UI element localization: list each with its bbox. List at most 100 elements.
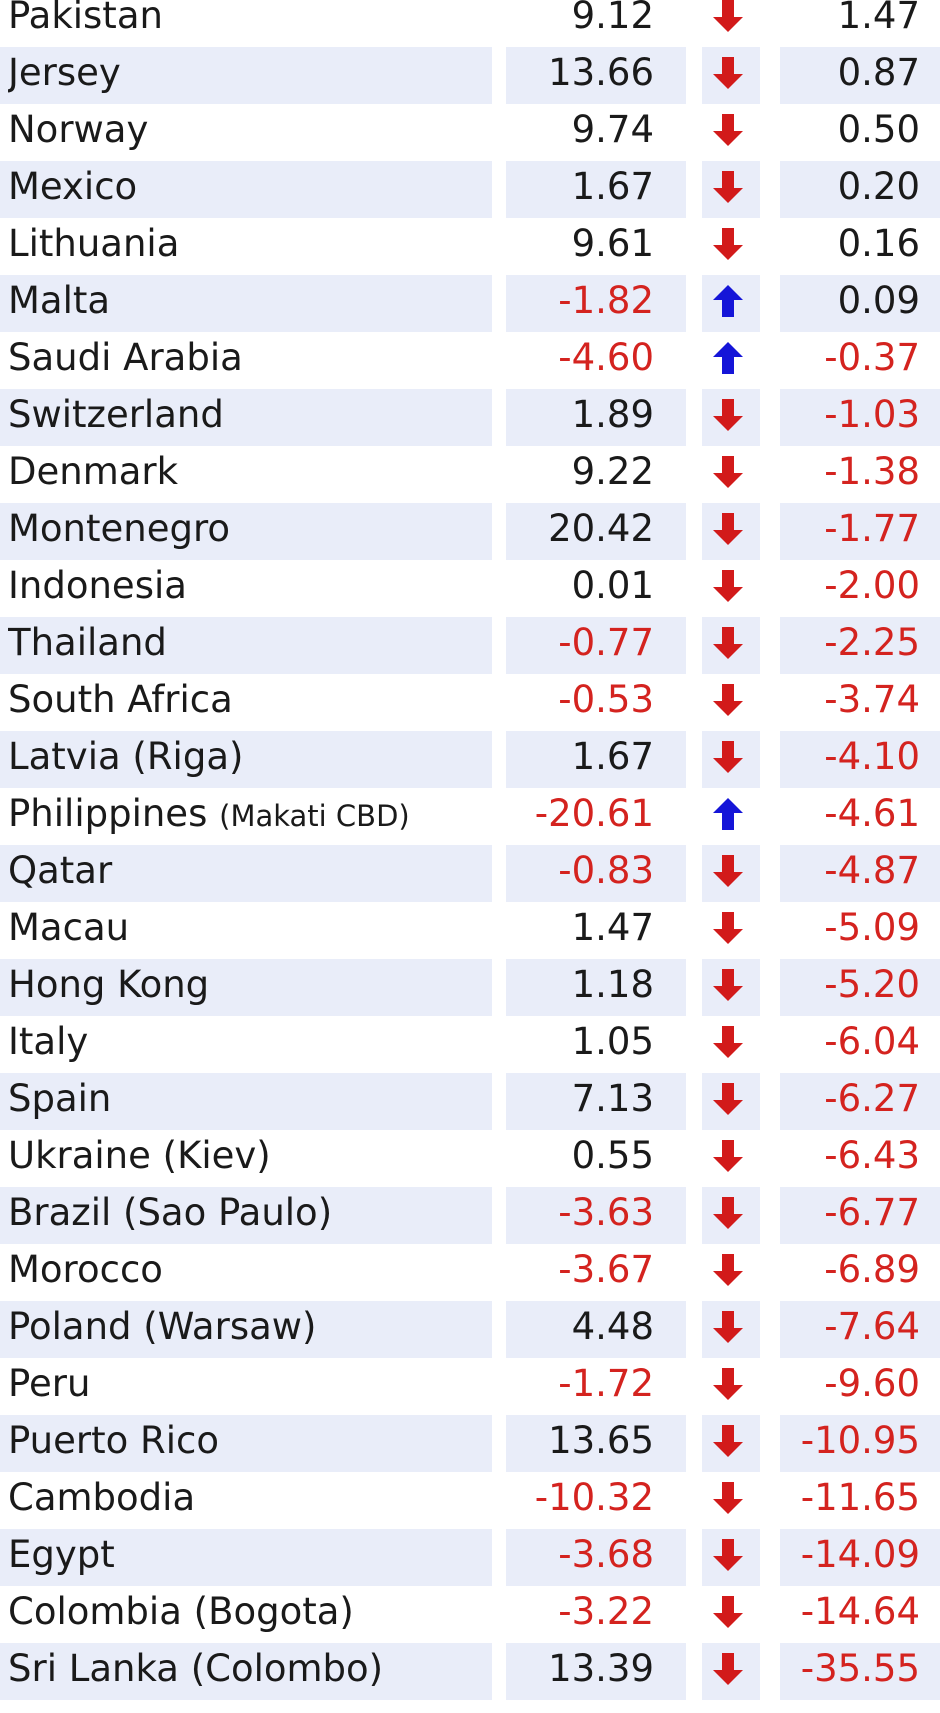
row-shade bbox=[780, 1073, 940, 1130]
country-name: Ukraine (Kiev) bbox=[8, 1130, 488, 1182]
value-2: 0.50 bbox=[837, 108, 920, 151]
table-row: Jersey 13.66 0.87 bbox=[0, 47, 940, 104]
value-1: -0.77 bbox=[558, 621, 654, 664]
value-2: -14.09 bbox=[800, 1533, 920, 1576]
table-row: Malta -1.82 0.09 bbox=[0, 275, 940, 332]
country-label: Morocco bbox=[8, 1248, 163, 1291]
country-label: Denmark bbox=[8, 450, 179, 493]
country-label: Pakistan bbox=[8, 0, 163, 37]
table-row: Colombia (Bogota) -3.22 -14.64 bbox=[0, 1586, 940, 1643]
value-1: 4.48 bbox=[571, 1305, 654, 1348]
arrow-down-icon bbox=[713, 399, 743, 431]
country-label: Colombia (Bogota) bbox=[8, 1590, 354, 1633]
value-1: 1.18 bbox=[571, 963, 654, 1006]
country-label: Macau bbox=[8, 906, 130, 949]
value-1: -3.22 bbox=[558, 1590, 654, 1633]
row-shade bbox=[506, 959, 686, 1016]
table-row: Egypt -3.68 -14.09 bbox=[0, 1529, 940, 1586]
arrow-up-icon bbox=[713, 798, 743, 830]
row-shade bbox=[0, 47, 492, 104]
country-name: Colombia (Bogota) bbox=[8, 1586, 488, 1638]
value-1: 13.65 bbox=[548, 1419, 654, 1462]
value-2: 0.20 bbox=[837, 165, 920, 208]
value-2: -10.95 bbox=[800, 1419, 920, 1462]
table-row: Mexico 1.67 0.20 bbox=[0, 161, 940, 218]
value-1: 7.13 bbox=[571, 1077, 654, 1120]
table-row: Peru -1.72 -9.60 bbox=[0, 1358, 940, 1415]
table-row: Indonesia 0.01 -2.00 bbox=[0, 560, 940, 617]
arrow-down-icon bbox=[713, 570, 743, 602]
country-label: Latvia (Riga) bbox=[8, 735, 244, 778]
table-row: Philippines (Makati CBD) -20.61 -4.61 bbox=[0, 788, 940, 845]
value-1: 1.05 bbox=[571, 1020, 654, 1063]
row-shade bbox=[0, 1187, 492, 1244]
table-row: Italy 1.05 -6.04 bbox=[0, 1016, 940, 1073]
value-2: -1.03 bbox=[824, 393, 920, 436]
country-label: Poland (Warsaw) bbox=[8, 1305, 317, 1348]
country-name: South Africa bbox=[8, 674, 488, 726]
country-name: Brazil (Sao Paulo) bbox=[8, 1187, 488, 1239]
country-name: Norway bbox=[8, 104, 488, 156]
arrow-down-icon bbox=[713, 1539, 743, 1571]
value-2: -5.20 bbox=[824, 963, 920, 1006]
arrow-down-icon bbox=[713, 114, 743, 146]
country-label: Indonesia bbox=[8, 564, 187, 607]
country-sublabel: (Makati CBD) bbox=[219, 799, 410, 833]
value-1: 20.42 bbox=[548, 507, 654, 550]
value-1: 0.01 bbox=[571, 564, 654, 607]
value-1: 1.47 bbox=[571, 906, 654, 949]
value-1: -0.53 bbox=[558, 678, 654, 721]
value-2: -5.09 bbox=[824, 906, 920, 949]
value-1: -3.67 bbox=[558, 1248, 654, 1291]
arrow-down-icon bbox=[713, 1482, 743, 1514]
country-name: Jersey bbox=[8, 47, 488, 99]
value-1: -1.82 bbox=[558, 279, 654, 322]
table-row: Puerto Rico 13.65 -10.95 bbox=[0, 1415, 940, 1472]
value-1: 9.12 bbox=[571, 0, 654, 37]
row-shade bbox=[506, 731, 686, 788]
arrow-down-icon bbox=[713, 513, 743, 545]
row-shade bbox=[0, 161, 492, 218]
country-label: Norway bbox=[8, 108, 149, 151]
value-1: 1.89 bbox=[571, 393, 654, 436]
country-label: Philippines bbox=[8, 792, 208, 835]
country-name: Saudi Arabia bbox=[8, 332, 488, 384]
country-name: Switzerland bbox=[8, 389, 488, 441]
row-shade bbox=[780, 275, 940, 332]
value-2: -4.10 bbox=[824, 735, 920, 778]
country-name: Italy bbox=[8, 1016, 488, 1068]
row-shade bbox=[780, 1643, 940, 1700]
value-1: -3.63 bbox=[558, 1191, 654, 1234]
country-name: Egypt bbox=[8, 1529, 488, 1581]
arrow-down-icon bbox=[713, 1368, 743, 1400]
country-name: Pakistan bbox=[8, 0, 488, 42]
value-1: -3.68 bbox=[558, 1533, 654, 1576]
table-row: Norway 9.74 0.50 bbox=[0, 104, 940, 161]
row-shade bbox=[506, 845, 686, 902]
arrow-down-icon bbox=[713, 1254, 743, 1286]
value-1: -0.83 bbox=[558, 849, 654, 892]
row-shade bbox=[506, 617, 686, 674]
value-2: -11.65 bbox=[800, 1476, 920, 1519]
country-label: Cambodia bbox=[8, 1476, 196, 1519]
row-shade bbox=[0, 503, 492, 560]
table-row: Qatar -0.83 -4.87 bbox=[0, 845, 940, 902]
row-shade bbox=[780, 47, 940, 104]
country-label: Egypt bbox=[8, 1533, 115, 1576]
value-2: -1.77 bbox=[824, 507, 920, 550]
table-row: Ukraine (Kiev) 0.55 -6.43 bbox=[0, 1130, 940, 1187]
arrow-down-icon bbox=[713, 912, 743, 944]
table-row: Poland (Warsaw) 4.48 -7.64 bbox=[0, 1301, 940, 1358]
country-name: Latvia (Riga) bbox=[8, 731, 488, 783]
value-2: -1.38 bbox=[824, 450, 920, 493]
table-row: Lithuania 9.61 0.16 bbox=[0, 218, 940, 275]
value-2: 0.87 bbox=[837, 51, 920, 94]
country-name: Sri Lanka (Colombo) bbox=[8, 1643, 488, 1695]
country-name: Cambodia bbox=[8, 1472, 488, 1524]
row-shade bbox=[506, 1415, 686, 1472]
row-shade bbox=[0, 845, 492, 902]
row-shade bbox=[506, 1529, 686, 1586]
row-shade bbox=[0, 389, 492, 446]
arrow-down-icon bbox=[713, 627, 743, 659]
table-row: Brazil (Sao Paulo) -3.63 -6.77 bbox=[0, 1187, 940, 1244]
